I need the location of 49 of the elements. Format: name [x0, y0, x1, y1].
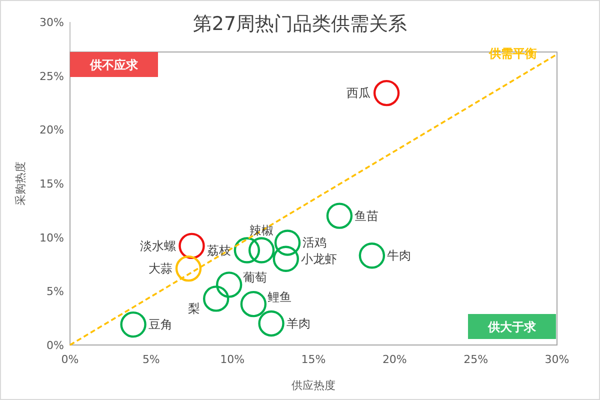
y-tick-label: 15%	[40, 178, 64, 190]
y-tick-label: 25%	[40, 70, 64, 83]
callout-oversupply: 供大于求	[468, 314, 556, 339]
x-tick-label: 10%	[220, 353, 245, 366]
annotation: 葡萄	[243, 270, 268, 285]
x-tick-label: 20%	[382, 353, 407, 366]
point	[326, 202, 353, 229]
annotation: 豆角	[148, 318, 172, 332]
series-label: 供需平衡	[488, 46, 537, 60]
annotation: 淡水螺	[140, 238, 176, 253]
annotation: 小龙虾	[300, 252, 337, 266]
y-tick-label: 10%	[40, 231, 64, 244]
point	[258, 310, 284, 337]
point	[203, 286, 230, 312]
annotation: 梨	[188, 302, 200, 316]
point	[274, 230, 301, 256]
y-tick-label: 20%	[40, 124, 64, 137]
x-tick-label: 15%	[301, 353, 326, 366]
point	[120, 311, 146, 338]
x-tick-label: 5%	[142, 353, 160, 366]
annotation: 活鸡	[302, 236, 327, 250]
annotation: 供不应求	[89, 58, 139, 72]
annotation: 鲤鱼	[267, 290, 292, 304]
annotation: 大蒜	[148, 262, 173, 276]
x-tick-label: 25%	[464, 353, 488, 366]
point	[175, 255, 202, 282]
y-tick-label: 5%	[46, 285, 64, 298]
point	[240, 290, 267, 318]
y-axis-title: 采购热度	[14, 162, 27, 206]
y-tick-label: 0%	[46, 339, 64, 352]
callout-undersupply: 供不应求	[70, 52, 158, 77]
point	[358, 242, 386, 269]
point	[272, 246, 300, 272]
x-axis-title: 供应热度	[292, 379, 336, 392]
annotation: 供大于求	[487, 320, 537, 334]
point	[216, 272, 242, 298]
x-tick-label: 0%	[61, 353, 79, 366]
point	[248, 237, 275, 264]
annotation: 牛肉	[386, 248, 411, 263]
annotation: 西瓜	[346, 86, 371, 100]
chart-title: 第27周热门品类供需关系	[192, 13, 408, 35]
y-tick-label: 30%	[40, 16, 64, 29]
x-tick-label: 30%	[544, 353, 570, 366]
point	[234, 237, 260, 264]
point	[373, 80, 400, 106]
annotation: 羊肉	[286, 316, 310, 330]
point	[178, 232, 205, 260]
annotation: 辣椒	[250, 223, 274, 238]
annotation: 鱼苗	[354, 208, 378, 223]
